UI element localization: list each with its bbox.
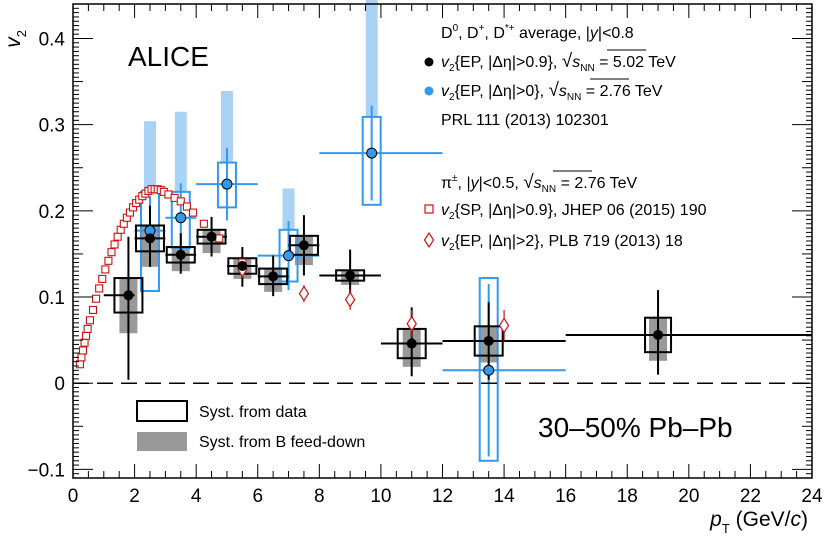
legend-syst-data-box [136, 400, 188, 422]
pion-ep-point [344, 291, 356, 308]
pion-sp-point [182, 202, 191, 211]
feed-down-band-blue [174, 111, 187, 192]
pion-sp-point [83, 324, 92, 333]
pion-ep-point [298, 285, 310, 302]
x-axis-title: pT (GeV/c) [709, 508, 808, 536]
data-marks [75, 147, 664, 376]
x-tick-label: 4 [191, 486, 202, 507]
pion-ep-point [498, 317, 510, 334]
pion-sp-point [199, 219, 208, 228]
pion-sp-point [104, 256, 113, 265]
dmeson-276-point [221, 178, 233, 190]
legend-sp-label: v2{SP, |Δη|>0.9}, JHEP 06 (2015) 190 [441, 202, 707, 222]
legend-ep276-marker [424, 86, 434, 96]
dmeson-502-point [175, 249, 186, 260]
y-axis-title: v2 [2, 30, 29, 48]
legend-ep502-label: v2{EP, |Δη|>0.9}, √sNN = 5.02 TeV [441, 51, 676, 74]
pion-sp-point [95, 284, 104, 293]
pion-sp-point [113, 232, 122, 241]
y-tick-label: 0.2 [39, 202, 65, 223]
legend-pion-header: π±, |y|<0.5, √sNN = 2.76 TeV [441, 172, 638, 195]
legend-ep-pion-label: v2{EP, |Δη|>2}, PLB 719 (2013) 18 [441, 233, 683, 253]
dmeson-502-point [123, 290, 134, 301]
x-tick-label: 8 [314, 486, 325, 507]
y-tick-label: 0.3 [39, 116, 65, 137]
legend-dmeson-header: D0, D+, D*+ average, |y|<0.8 [441, 23, 634, 42]
dmeson-502-point [144, 233, 155, 244]
pion-sp-point [88, 305, 98, 314]
feed-down-band-blue [365, 0, 378, 117]
dmeson-502-point [406, 338, 417, 349]
legend-syst-bfeed-box [137, 432, 187, 451]
legend-syst-data-label: Syst. from data [199, 404, 307, 421]
x-tick-label: 0 [68, 486, 79, 507]
y-tick-label: 0.4 [39, 29, 66, 50]
x-tick-label: 20 [678, 486, 699, 507]
legend-ep-pion-marker [423, 231, 435, 249]
feed-down-band-blue [143, 121, 156, 192]
dmeson-276-point [366, 147, 378, 159]
x-tick-label: 16 [555, 486, 576, 507]
legend-ep502-marker [424, 57, 434, 67]
dmeson-276-point [283, 250, 295, 262]
pion-sp-point [189, 208, 198, 217]
pion-ep-point [406, 315, 417, 332]
y-tick-label: −0.1 [27, 460, 65, 481]
x-tick-label: 6 [252, 486, 263, 507]
legend-ep276-label: v2{EP, |Δη|>0}, √sNN = 2.76 TeV [441, 80, 663, 103]
y-tick-label: 0.1 [39, 288, 65, 309]
pion-sp-point [215, 234, 224, 243]
system-label: 30–50% Pb–Pb [538, 412, 733, 443]
pion-sp-point [77, 353, 86, 362]
x-tick-label: 10 [370, 486, 391, 507]
pion-sp-point [107, 248, 116, 257]
pion-sp-point [92, 294, 101, 303]
pion-sp-point [110, 240, 119, 249]
legend-prl-ref: PRL 111 (2013) 102301 [441, 112, 609, 129]
experiment-label: ALICE [128, 41, 209, 72]
dmeson-502-point [653, 329, 664, 340]
dmeson-502-point [345, 270, 356, 281]
dmeson-502-point [298, 240, 309, 251]
feed-down-band-blue [282, 188, 295, 230]
dmeson-276-point [175, 212, 187, 224]
x-tick-label: 22 [740, 486, 761, 507]
y-tick-label: 0 [54, 374, 65, 395]
x-tick-label: 18 [617, 486, 638, 507]
pion-sp-point [82, 331, 91, 340]
legend-sp-marker [424, 204, 434, 214]
pion-sp-point [78, 346, 88, 355]
dmeson-502-point [483, 335, 494, 346]
axes: 0 2 4 6 8 10 12 14 16 18 20 22 24−0.100.10.20.30.4 [27, 3, 823, 507]
dmeson-276-point [483, 364, 495, 376]
dmeson-502-point [268, 271, 279, 282]
feed-down-band-blue [220, 91, 233, 163]
pion-sp-point [85, 316, 94, 325]
pion-sp-point [176, 197, 185, 206]
x-tick-label: 24 [801, 486, 823, 507]
dmeson-502-point [237, 260, 248, 271]
legend-syst-bfeed-label: Syst. from B feed-down [199, 434, 365, 451]
x-tick-label: 14 [494, 486, 516, 507]
dmeson-502-point [206, 231, 217, 242]
data-boxes [103, 105, 812, 462]
x-tick-label: 12 [432, 486, 453, 507]
x-tick-label: 2 [129, 486, 140, 507]
pion-sp-point [98, 274, 107, 283]
pion-sp-point [101, 265, 110, 274]
